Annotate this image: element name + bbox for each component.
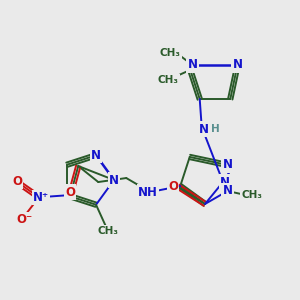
Text: N: N [223, 184, 232, 197]
Text: N: N [223, 158, 232, 172]
Text: O: O [12, 175, 22, 188]
Text: CH₃: CH₃ [158, 75, 179, 85]
Text: CH₃: CH₃ [98, 226, 118, 236]
Text: N: N [199, 122, 209, 136]
Text: O⁻: O⁻ [17, 213, 33, 226]
Text: O: O [168, 179, 178, 193]
Text: N: N [232, 58, 242, 71]
Text: CH₃: CH₃ [241, 190, 262, 200]
Text: CH₃: CH₃ [160, 48, 181, 58]
Text: N: N [220, 176, 230, 188]
Text: N: N [188, 58, 197, 71]
Text: O: O [65, 185, 75, 199]
Text: N⁺: N⁺ [33, 191, 49, 204]
Text: NH: NH [138, 185, 158, 199]
Text: N: N [109, 173, 119, 187]
Text: N: N [91, 149, 101, 162]
Text: H: H [211, 124, 220, 134]
